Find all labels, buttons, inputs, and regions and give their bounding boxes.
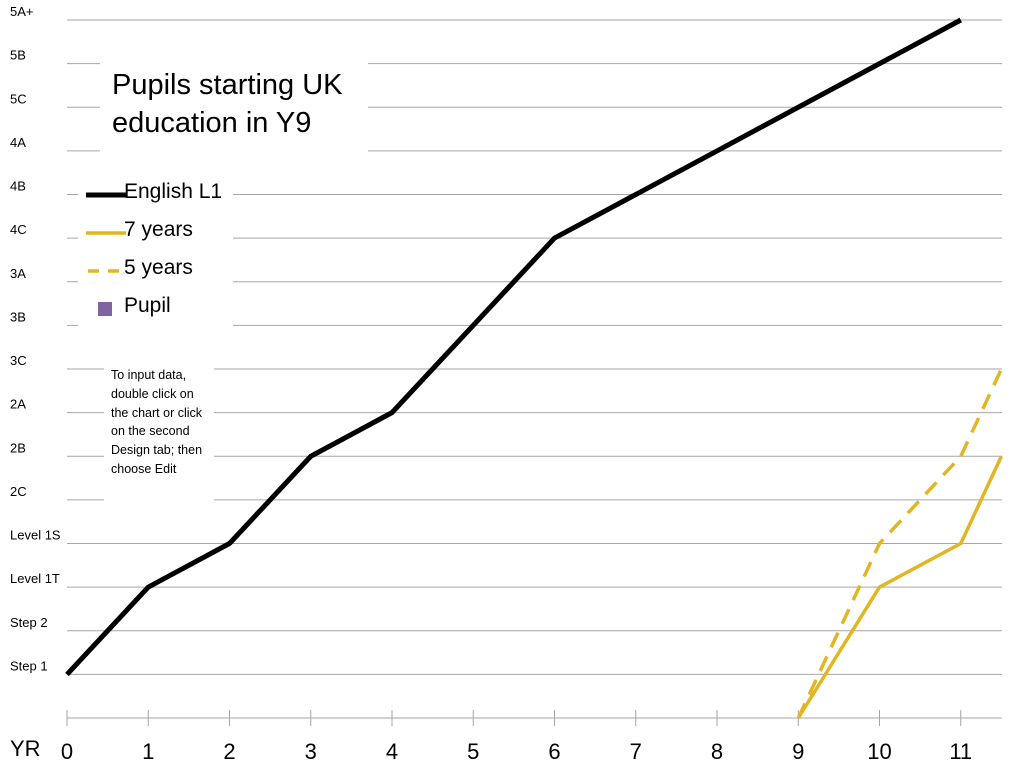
x-tick-label: 4 [386,739,398,764]
legend-swatch-7-years [86,231,126,235]
legend-swatch-5-years [88,269,126,273]
x-tick-label: 10 [867,739,891,764]
y-tick-label: Level 1T [10,571,60,586]
y-tick-labels: Step 1 Step 2 Level 1T Level 1S 2C 2B 2A 3C 3B 3A… [10,4,61,673]
y-tick-label: 5C [10,91,27,106]
y-tick-label: 3C [10,353,27,368]
legend-item-english-l1: English L1 [78,178,233,210]
y-tick-label: 3B [10,309,26,324]
x-tick-label: 0 [61,739,73,764]
legend-swatch-pupil [98,302,112,316]
x-tick-label: 6 [548,739,560,764]
series-lines [65,17,1003,719]
y-tick-label: 4B [10,179,26,194]
legend: English L1 7 years 5 years Pupil [78,176,233,326]
y-tick-label: 4A [10,135,26,150]
series-line-7-years [796,455,1003,719]
y-tick-label: 4C [10,222,27,237]
y-tick-label: Level 1S [10,528,61,543]
y-tick-label: 2A [10,397,26,412]
y-tick-label: 5A+ [10,4,34,19]
legend-item-pupil: Pupil [78,292,233,324]
instruction-note: To input data, double click on the chart… [104,362,214,502]
y-tick-label: 2C [10,484,27,499]
x-tick-label: 5 [467,739,479,764]
x-tick-label: 1 [142,739,154,764]
y-tick-label: Step 1 [10,658,48,673]
legend-item-5-years: 5 years [78,254,233,286]
y-tick-label: 2B [10,440,26,455]
legend-swatch-english-l1 [86,192,126,198]
x-axis: 0 1 2 3 4 5 6 7 8 9 10 11 [61,710,1002,764]
x-tick-label: 8 [711,739,723,764]
series-line-english-l1 [65,17,962,677]
x-tick-label: 9 [792,739,804,764]
chart-title: Pupils starting UK education in Y9 [100,62,368,152]
x-tick-label: 2 [223,739,235,764]
x-tick-label: 7 [630,739,642,764]
x-axis-label: YR [10,736,41,761]
legend-label: English L1 [124,180,223,203]
legend-label: 5 years [124,256,193,279]
x-tick-label: 11 [949,739,972,764]
legend-item-7-years: 7 years [78,216,233,248]
legend-label: Pupil [124,294,171,317]
y-tick-label: Step 2 [10,615,48,630]
y-tick-label: 5B [10,48,26,63]
legend-label: 7 years [124,218,193,241]
x-tick-label: 3 [305,739,317,764]
y-tick-label: 3A [10,266,26,281]
